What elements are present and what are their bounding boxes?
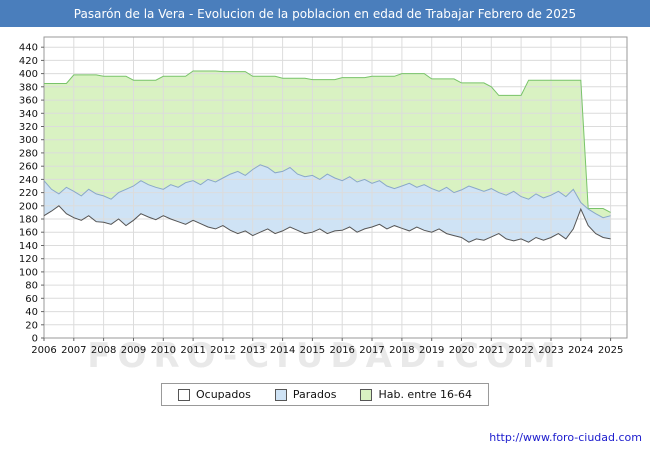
- y-tick-label: 380: [19, 82, 38, 93]
- population-area-chart: 0 20 40 60 80 100 120 140 160 180 200 220 240 260 280 3…: [19, 36, 628, 356]
- plot-border: [43, 36, 628, 339]
- y-tick-label: 160: [19, 228, 38, 239]
- x-tick-label: 2017: [359, 345, 384, 356]
- x-tick-label: 2012: [210, 345, 235, 356]
- y-tick-label: 280: [19, 148, 38, 159]
- gridlines: [44, 37, 627, 338]
- x-tick-label: 2021: [479, 345, 504, 356]
- y-tick-label: 220: [19, 188, 38, 199]
- line-hab-entre-16-64: [44, 70, 611, 213]
- legend-label: Hab. entre 16-64: [378, 388, 473, 401]
- x-axis-labels: 2006 2007 2008 2009 2010 2011 2012 2013 2014 2015…: [31, 338, 623, 356]
- y-tick-label: 40: [25, 307, 38, 318]
- x-tick-label: 2024: [568, 345, 593, 356]
- x-tick-label: 2023: [538, 345, 563, 356]
- x-tick-label: 2025: [598, 345, 623, 356]
- x-tick-label: 2006: [31, 345, 56, 356]
- y-axis-labels: 0 20 40 60 80 100 120 140 160 180 200 220 240 260 280 3…: [19, 43, 44, 345]
- x-tick-label: 2010: [151, 345, 176, 356]
- x-tick-label: 2020: [449, 345, 474, 356]
- x-tick-label: 2015: [300, 345, 325, 356]
- legend-item-parados: Parados: [274, 388, 337, 401]
- y-tick-label: 120: [19, 254, 38, 265]
- x-tick-label: 2007: [61, 345, 86, 356]
- x-tick-label: 2019: [419, 345, 444, 356]
- chart-title: Pasarón de la Vera - Evolucion de la pob…: [73, 6, 577, 21]
- y-tick-label: 440: [19, 43, 38, 54]
- y-tick-label: 400: [19, 69, 38, 80]
- y-tick-label: 100: [19, 267, 38, 278]
- y-tick-label: 360: [19, 96, 38, 107]
- y-tick-label: 300: [19, 135, 38, 146]
- y-tick-label: 200: [19, 201, 38, 212]
- y-tick-label: 80: [25, 281, 38, 292]
- y-tick-label: 340: [19, 109, 38, 120]
- legend-label: Ocupados: [195, 388, 251, 401]
- y-tick-label: 20: [25, 320, 38, 331]
- y-tick-label: 140: [19, 241, 38, 252]
- legend-swatch-hab-entre-16-64: [360, 388, 373, 401]
- legend-swatch-ocupados: [177, 388, 190, 401]
- y-tick-label: 60: [25, 294, 38, 305]
- legend-item-hab-entre-16-64: Hab. entre 16-64: [360, 388, 472, 401]
- legend-item-ocupados: Ocupados: [177, 388, 251, 401]
- line-parados: [43, 164, 611, 219]
- y-tick-label: 420: [19, 56, 38, 67]
- x-tick-label: 2016: [329, 345, 354, 356]
- x-tick-label: 2008: [91, 345, 116, 356]
- y-tick-label: 240: [19, 175, 38, 186]
- line-ocupados: [43, 205, 611, 243]
- title-bar: Pasarón de la Vera - Evolucion de la pob…: [0, 0, 650, 27]
- x-tick-label: 2013: [240, 345, 265, 356]
- x-tick-label: 2014: [270, 345, 295, 356]
- series-areas: [44, 71, 611, 338]
- x-tick-label: 2011: [180, 345, 205, 356]
- y-tick-label: 260: [19, 162, 38, 173]
- x-tick-label: 2022: [508, 345, 533, 356]
- y-tick-label: 0: [32, 334, 38, 345]
- foro-ciudad-link[interactable]: http://www.foro-ciudad.com: [489, 431, 642, 444]
- x-tick-label: 2009: [121, 345, 146, 356]
- y-tick-label: 320: [19, 122, 38, 133]
- y-tick-label: 180: [19, 215, 38, 226]
- legend-swatch-parados: [274, 388, 287, 401]
- x-tick-label: 2018: [389, 345, 414, 356]
- series-lines: [43, 70, 611, 243]
- legend-label: Parados: [292, 388, 337, 401]
- chart-legend: Ocupados Parados Hab. entre 16-64: [160, 383, 490, 406]
